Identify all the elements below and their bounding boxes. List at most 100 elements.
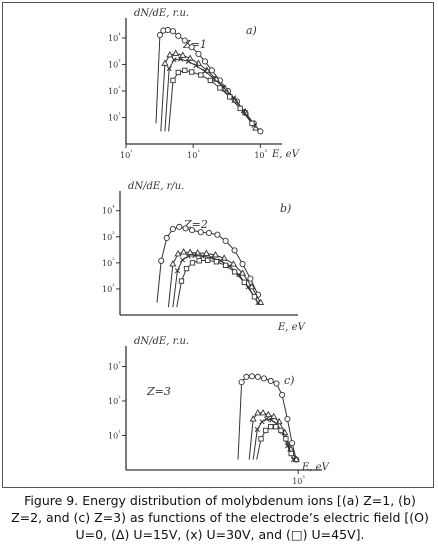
data-point	[211, 251, 220, 258]
data-point	[166, 66, 172, 72]
data-point	[169, 28, 177, 35]
series-circle	[156, 223, 261, 303]
caption-text: Figure 9. Energy distribution of molybde…	[11, 493, 433, 542]
data-point	[176, 223, 183, 230]
data-point	[264, 416, 270, 422]
data-point	[279, 391, 286, 398]
data-point	[289, 440, 296, 447]
data-point	[259, 409, 267, 416]
charge-annotation: Z=2	[183, 218, 208, 231]
chart-panel-1: 10¹ 10² 10³ 10⁴ 10¹ 10² 10³ dN/dE, r.u. E, eV a) Z…	[108, 8, 301, 160]
data-point	[236, 272, 242, 278]
data-point	[249, 415, 257, 422]
charge-annotation: Z=3	[146, 385, 171, 398]
x-axis-title: E, eV	[301, 462, 331, 473]
x-tick-label: 10³	[292, 475, 305, 486]
y-tick-label: 10³	[108, 58, 121, 69]
series-square	[176, 257, 258, 308]
data-point	[260, 375, 267, 382]
data-point	[284, 415, 291, 423]
panel-label: a)	[246, 24, 257, 37]
data-point	[170, 77, 176, 84]
series-cross	[164, 56, 257, 132]
data-point	[218, 258, 224, 264]
data-point	[192, 253, 198, 259]
charge-annotation: Z=1	[182, 38, 207, 51]
data-point	[164, 26, 171, 34]
data-point	[202, 249, 210, 256]
data-point	[278, 427, 284, 434]
data-point	[202, 68, 208, 74]
x-tick-label: 10²	[187, 149, 200, 160]
data-point	[238, 379, 245, 386]
y-axis-title: dN/dE, r.u.	[134, 336, 189, 347]
data-point	[156, 31, 163, 38]
data-point	[182, 67, 188, 74]
panel-label: c)	[284, 374, 294, 387]
data-point	[188, 44, 195, 51]
data-point	[207, 77, 213, 84]
data-point	[213, 259, 220, 265]
data-point	[163, 234, 170, 242]
data-point	[189, 69, 195, 75]
data-point	[205, 229, 212, 237]
data-point	[229, 260, 238, 267]
data-point	[251, 294, 258, 300]
data-point	[248, 282, 256, 290]
y-axis-title: dN/dE, r/u.	[128, 181, 184, 192]
data-point	[231, 247, 238, 254]
data-point	[222, 237, 229, 244]
data-point	[196, 258, 202, 264]
data-point	[292, 455, 300, 463]
x-axis-title: E, eV	[271, 149, 301, 160]
x-axis-title: E, eV	[277, 322, 307, 333]
data-point	[199, 253, 205, 259]
data-point	[259, 419, 265, 425]
data-point	[178, 278, 185, 284]
data-point	[222, 262, 229, 269]
data-point	[195, 50, 202, 57]
data-point	[268, 417, 275, 423]
data-point	[201, 58, 209, 65]
data-point	[174, 268, 180, 274]
data-point	[161, 59, 169, 66]
data-point	[249, 120, 255, 127]
data-point	[254, 409, 262, 416]
data-point	[166, 50, 174, 58]
series-square	[256, 424, 294, 460]
data-point	[169, 260, 177, 267]
data-point	[268, 424, 274, 430]
data-point	[227, 94, 233, 100]
data-point	[185, 253, 191, 259]
data-point	[258, 436, 264, 442]
data-point	[283, 436, 289, 442]
data-point	[290, 457, 296, 463]
data-point	[273, 380, 280, 387]
data-point	[198, 72, 204, 78]
y-tick-label: 10⁴	[102, 205, 115, 216]
data-point	[214, 231, 221, 238]
data-point	[231, 269, 238, 275]
data-point	[243, 373, 250, 380]
data-point	[185, 58, 191, 65]
data-point	[183, 265, 190, 272]
y-axis-title: dN/dE, r.u.	[134, 8, 189, 19]
data-point	[169, 225, 176, 232]
data-point	[254, 373, 261, 380]
y-tick-label: 10²	[108, 395, 121, 406]
data-point	[189, 260, 196, 266]
figure-plots: 10¹ 10² 10³ 10⁴ 10¹ 10² 10³ dN/dE, r.u. E, eV a) Z…	[102, 8, 331, 486]
data-point	[239, 260, 246, 268]
data-point	[193, 63, 199, 69]
data-point	[180, 248, 188, 255]
data-point	[158, 257, 165, 264]
y-tick-label: 10¹	[102, 283, 115, 294]
data-point	[267, 377, 274, 385]
data-point	[197, 229, 204, 236]
x-tick-label: 10³	[254, 149, 267, 160]
y-tick-label: 10¹	[108, 429, 121, 440]
chart-panel-3: 10¹ 10² 10³ 10³ dN/dE, r.u. E, eV c) Z=3	[108, 336, 331, 486]
data-point	[263, 427, 269, 434]
data-point	[288, 450, 294, 457]
series-circle	[237, 373, 300, 463]
